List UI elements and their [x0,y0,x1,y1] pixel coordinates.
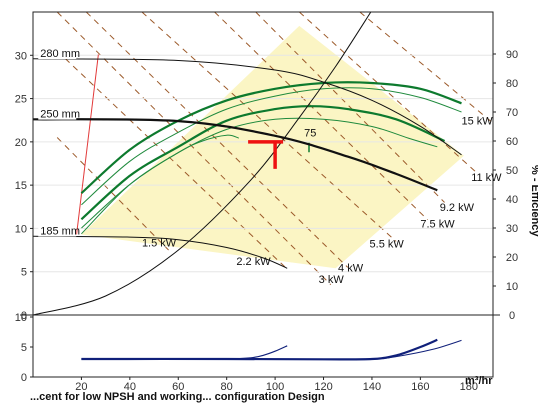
head-tick-label: 25 [15,94,27,106]
head-tick-label: 20 [15,137,27,149]
power-line [359,12,493,124]
x-axis-ticks: 20 40 60 80 100 120 140 160 180 [75,377,478,393]
duty-point-marker [248,140,284,169]
power-line [255,12,445,203]
efficiency-axis-title: % - Efficiency [529,165,538,237]
x-tick-label: 180 [460,381,478,393]
x-tick-label: 80 [221,381,233,393]
impeller-label-bg [38,108,77,120]
power-label: 5.5 kW [370,238,405,250]
efficiency-tick-label: 30 [506,223,518,235]
efficiency-tick-label: 0 [509,310,515,322]
efficiency-curve [81,87,462,206]
power-line [56,137,169,251]
power-line [56,50,288,270]
power-label: 1.5 kW [142,238,177,250]
head-tick-label: 15 [15,180,27,192]
power-line [298,12,477,173]
head-tick-label: 5 [21,267,27,279]
head-tick-label: 30 [15,50,27,62]
efficiency-tick-label: 10 [506,281,518,293]
head-tick-label: 10 [15,223,27,235]
plot-frame [32,11,494,378]
power-label: 2.2 kW [236,256,271,268]
power-label: 3 kW [319,274,345,286]
efficiency-tick-label: 20 [506,252,518,264]
efficiency-axis-ticks: 0 10 20 30 40 50 60 70 80 90 [493,49,518,322]
power-label: 15 kW [462,116,494,128]
power-label: 11 kW [471,172,502,184]
operating-region [81,25,464,269]
efficiency-curve [81,134,239,235]
efficiency-tick-label: 40 [506,194,518,206]
power-lines [56,12,493,286]
footer-text: ...cent for low NPSH and working... conf… [30,391,325,403]
impeller-label-bg [38,225,77,237]
npsh-tick-label: 10 [15,312,27,324]
impeller-label: 250 mm [40,109,80,121]
head-axis-ticks: 0 5 10 15 20 25 30 [15,50,33,322]
efficiency-tick-label: 70 [506,107,518,119]
efficiency-tick-label: 50 [506,165,518,177]
efficiency-tick-label: 80 [506,78,518,90]
impeller-curve [33,58,462,156]
x-tick-label: 120 [314,381,332,393]
efficiency-tick-label: 60 [506,136,518,148]
power-label: 9.2 kW [440,202,475,214]
npsh-axis-ticks: 0 5 10 [15,312,33,384]
efficiency-label: 75 [304,128,316,140]
x-tick-label: 140 [363,381,381,393]
npsh-curve [81,339,462,360]
npsh-tick-label: 0 [21,372,27,384]
x-tick-label: 20 [75,381,87,393]
x-tick-label: 160 [411,381,429,393]
red-limit-line [76,54,99,235]
head-tick-label: 0 [21,310,27,322]
x-tick-label: 100 [266,381,284,393]
impeller-label: 185 mm [40,225,80,237]
power-label: 4 kW [338,263,364,275]
x-axis-title: m³/hr [465,375,493,387]
curve-labels: 280 mm 250 mm 185 mm 1.5 kW 2.2 kW 3 kW4 kW 5.… [38,48,502,286]
impeller-curve [33,235,288,269]
system-curve [33,12,372,315]
npsh-tick-label: 5 [21,342,27,354]
power-label: 7.5 kW [420,219,455,231]
impeller-label: 280 mm [40,48,80,60]
efficiency-curve [80,81,462,195]
power-line [85,12,349,268]
npsh-curves [81,338,462,361]
efficiency-tick-label: 90 [506,49,518,61]
x-tick-label: 60 [172,381,184,393]
power-line [56,12,332,286]
power-line [141,12,397,242]
impeller-label-bg [38,48,77,60]
efficiency-curve [80,105,446,221]
x-tick-label: 40 [124,381,136,393]
efficiency-curves [80,81,462,235]
